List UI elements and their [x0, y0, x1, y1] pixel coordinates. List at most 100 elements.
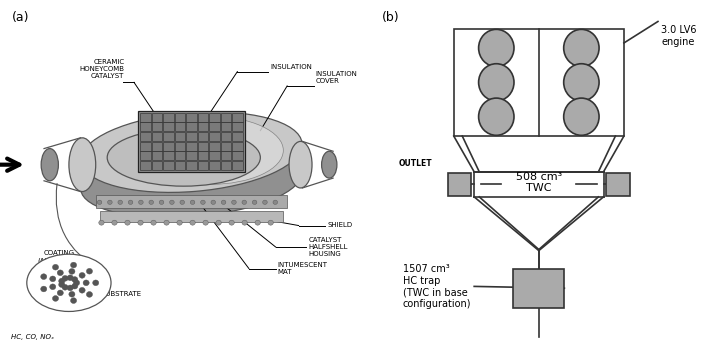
Bar	[186, 113, 197, 122]
Circle shape	[69, 268, 75, 274]
Ellipse shape	[322, 151, 337, 178]
Circle shape	[108, 200, 112, 204]
Circle shape	[83, 280, 89, 286]
Bar	[186, 161, 197, 170]
Text: CATALYST
HALFSHELL
HOUSING: CATALYST HALFSHELL HOUSING	[308, 237, 347, 257]
Ellipse shape	[27, 254, 111, 311]
Circle shape	[211, 200, 216, 204]
Bar	[209, 132, 220, 141]
Bar	[174, 151, 185, 160]
Circle shape	[70, 262, 77, 268]
Circle shape	[203, 220, 208, 225]
Circle shape	[62, 284, 68, 290]
Circle shape	[59, 278, 65, 284]
Bar	[174, 113, 185, 122]
Bar	[220, 142, 231, 151]
Text: (a): (a)	[11, 11, 29, 24]
Bar	[232, 132, 242, 141]
Bar	[152, 151, 162, 160]
Circle shape	[138, 220, 143, 225]
Bar	[152, 161, 162, 170]
Bar	[99, 211, 284, 222]
Bar	[198, 151, 208, 160]
Text: COATING
(ALUMINA)
+ Pt/Pd/Rh: COATING (ALUMINA) + Pt/Pd/Rh	[37, 250, 74, 271]
Ellipse shape	[289, 141, 312, 188]
Bar	[163, 132, 174, 141]
Circle shape	[242, 200, 247, 204]
Text: INTUMESCENT
MAT: INTUMESCENT MAT	[278, 262, 328, 275]
Circle shape	[72, 283, 78, 289]
Circle shape	[79, 272, 85, 278]
Bar	[152, 113, 162, 122]
Bar	[220, 122, 231, 131]
Circle shape	[177, 220, 182, 225]
Text: CERAMIC
HONEYCOMB
CATALYST: CERAMIC HONEYCOMB CATALYST	[79, 59, 125, 79]
Bar	[232, 142, 242, 151]
Circle shape	[74, 280, 79, 286]
Bar	[186, 142, 197, 151]
Text: OUTLET: OUTLET	[398, 159, 432, 169]
Text: INSULATION: INSULATION	[270, 64, 312, 70]
Bar	[454, 29, 624, 136]
Circle shape	[40, 274, 47, 280]
Circle shape	[93, 280, 99, 286]
Ellipse shape	[107, 129, 260, 186]
Circle shape	[564, 29, 599, 67]
Bar	[232, 122, 242, 131]
Bar	[220, 132, 231, 141]
Bar	[96, 195, 287, 208]
Bar	[220, 161, 231, 170]
Circle shape	[164, 220, 169, 225]
Bar	[209, 142, 220, 151]
Bar	[209, 151, 220, 160]
Ellipse shape	[138, 116, 284, 184]
Bar	[163, 142, 174, 151]
Bar	[209, 113, 220, 122]
Circle shape	[62, 276, 68, 281]
Circle shape	[128, 200, 133, 204]
Circle shape	[564, 64, 599, 101]
Circle shape	[255, 220, 260, 225]
Bar	[140, 142, 151, 151]
Circle shape	[67, 285, 73, 291]
Bar	[447, 173, 471, 196]
Circle shape	[151, 220, 156, 225]
Bar	[209, 122, 220, 131]
Bar	[198, 132, 208, 141]
Text: SHIELD: SHIELD	[328, 222, 352, 228]
Circle shape	[67, 275, 73, 281]
Bar	[186, 122, 197, 131]
Circle shape	[479, 98, 514, 135]
Bar	[220, 151, 231, 160]
Circle shape	[229, 220, 234, 225]
Bar	[140, 122, 151, 131]
Bar	[186, 132, 197, 141]
Bar	[198, 122, 208, 131]
Bar	[186, 151, 197, 160]
Circle shape	[160, 200, 164, 204]
Bar	[140, 161, 151, 170]
Circle shape	[232, 200, 236, 204]
Bar	[513, 268, 564, 308]
Circle shape	[52, 296, 59, 301]
Circle shape	[52, 264, 59, 270]
Bar	[140, 132, 151, 141]
Bar	[220, 113, 231, 122]
Circle shape	[268, 220, 274, 225]
Bar	[174, 132, 185, 141]
Bar	[174, 161, 185, 170]
Text: 1507 cm³
HC trap
(TWC in base
configuration): 1507 cm³ HC trap (TWC in base configurat…	[403, 264, 471, 309]
Bar	[163, 122, 174, 131]
Circle shape	[221, 200, 226, 204]
Bar	[174, 122, 185, 131]
Circle shape	[180, 200, 184, 204]
Bar	[232, 151, 242, 160]
Circle shape	[86, 291, 92, 297]
Circle shape	[125, 220, 130, 225]
Text: 3.0 LV6
engine: 3.0 LV6 engine	[661, 25, 697, 47]
Circle shape	[70, 298, 77, 304]
Circle shape	[242, 220, 247, 225]
Circle shape	[50, 276, 56, 282]
Circle shape	[69, 291, 75, 297]
Text: SUBSTRATE: SUBSTRATE	[101, 291, 142, 296]
